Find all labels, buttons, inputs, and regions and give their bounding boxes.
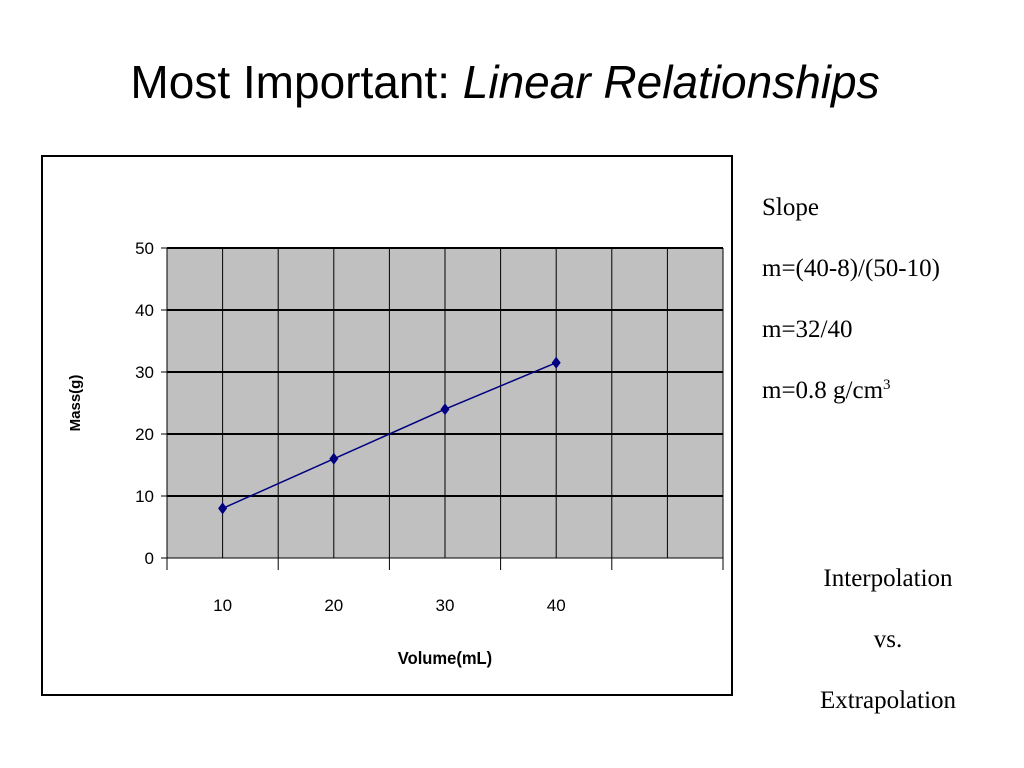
extrapolation-label: Extrapolation bbox=[819, 687, 957, 714]
y-tick-label: 30 bbox=[135, 363, 154, 382]
y-axis-label: Mass(g) bbox=[67, 375, 84, 432]
slope-heading: Slope bbox=[762, 194, 819, 221]
series-group bbox=[218, 356, 561, 515]
x-tick-label: 10 bbox=[213, 596, 232, 615]
x-gridlines bbox=[222, 248, 724, 558]
y-tick-label: 40 bbox=[135, 301, 154, 320]
slope-formula-3: m=0.8 g/cm3 bbox=[762, 371, 940, 432]
y-axis-tick-labels: 0 10 20 30 40 50 bbox=[135, 239, 154, 568]
data-point-marker bbox=[329, 452, 339, 465]
slope-formula-1: m=(40-8)/(50-10) bbox=[762, 255, 940, 282]
slope-formula-2: m=32/40 bbox=[762, 316, 853, 343]
y-tick-label: 0 bbox=[145, 549, 154, 568]
x-tick-label: 20 bbox=[324, 596, 343, 615]
title-plain-text: Most Important: bbox=[130, 56, 463, 108]
series-line bbox=[222, 362, 557, 510]
y-gridlines bbox=[167, 247, 723, 497]
x-axis-tick-labels: 10 20 30 40 bbox=[213, 596, 566, 615]
slope-formula-3-exponent: 3 bbox=[883, 377, 891, 393]
x-tick-label: 30 bbox=[436, 596, 455, 615]
chart-frame: 0 10 20 30 40 50 10 20 30 40 Volume(mL) Mass(g) bbox=[41, 155, 733, 696]
interpolation-notes: Interpolation vs. Extrapolation bbox=[760, 558, 1016, 741]
x-axis-label: Volume(mL) bbox=[398, 647, 492, 668]
x-tick-label: 40 bbox=[547, 596, 566, 615]
slope-notes: Slope m=(40-8)/(50-10) m=32/40 m=0.8 g/c… bbox=[762, 188, 940, 432]
title-italic-text: Linear Relationships bbox=[462, 56, 880, 108]
slide-title: Most Important: Linear Relationships bbox=[0, 52, 1010, 112]
data-point-marker bbox=[551, 356, 561, 369]
chart-svg: 0 10 20 30 40 50 10 20 30 40 Volume(mL) Mass(g) bbox=[67, 239, 724, 668]
y-tick-label: 20 bbox=[135, 425, 154, 444]
interpolation-label: Interpolation bbox=[823, 565, 953, 592]
y-tick-label: 10 bbox=[135, 487, 154, 506]
y-axis-ticks bbox=[161, 247, 167, 559]
versus-label: vs. bbox=[873, 626, 903, 653]
slope-formula-3-base: m=0.8 g/cm bbox=[762, 377, 884, 404]
y-tick-label: 50 bbox=[135, 239, 154, 258]
data-point-marker bbox=[218, 502, 228, 515]
x-axis-ticks bbox=[166, 558, 724, 570]
data-point-marker bbox=[440, 403, 450, 416]
